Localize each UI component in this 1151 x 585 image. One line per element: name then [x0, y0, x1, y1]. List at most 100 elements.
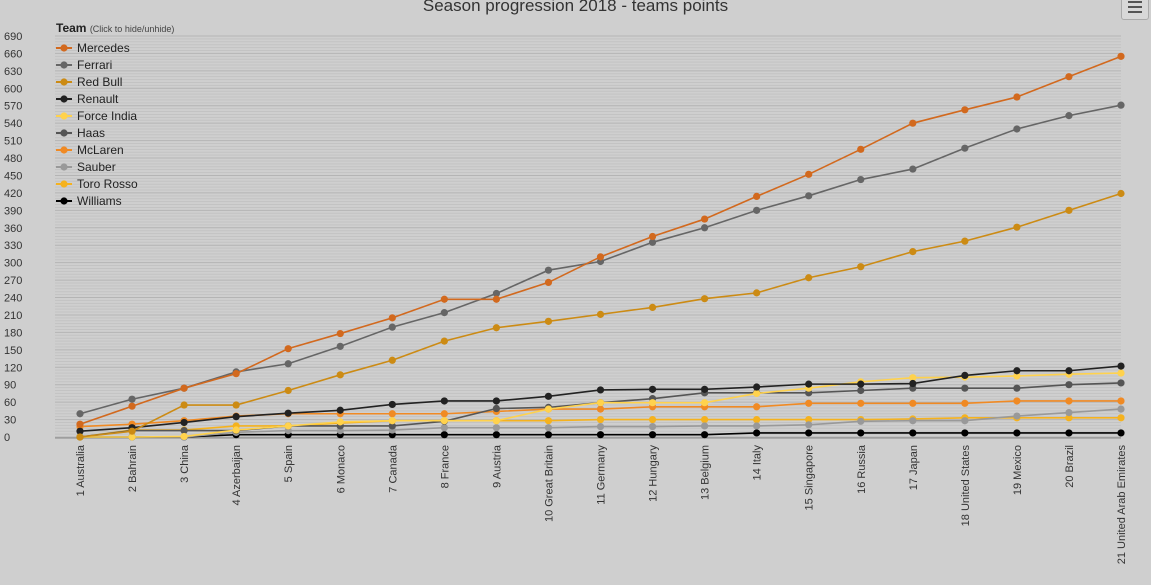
- data-point[interactable]: [440, 410, 448, 418]
- data-point[interactable]: [961, 384, 969, 392]
- data-point[interactable]: [805, 192, 813, 200]
- data-point[interactable]: [596, 386, 605, 394]
- data-point[interactable]: [857, 429, 865, 437]
- data-point[interactable]: [753, 429, 761, 437]
- data-point[interactable]: [1117, 397, 1125, 405]
- data-point[interactable]: [180, 432, 188, 441]
- data-point[interactable]: [961, 106, 969, 114]
- data-point[interactable]: [492, 417, 500, 425]
- data-point[interactable]: [440, 417, 448, 425]
- data-point[interactable]: [753, 422, 761, 430]
- data-point[interactable]: [544, 392, 553, 400]
- data-point[interactable]: [544, 431, 553, 439]
- data-point[interactable]: [1013, 223, 1021, 231]
- data-point[interactable]: [1013, 384, 1021, 392]
- data-point[interactable]: [596, 415, 605, 424]
- data-point[interactable]: [753, 403, 761, 411]
- data-point[interactable]: [544, 405, 553, 413]
- data-point[interactable]: [1013, 125, 1021, 133]
- data-point[interactable]: [753, 383, 761, 391]
- data-point[interactable]: [1065, 112, 1073, 120]
- data-point[interactable]: [180, 384, 188, 392]
- data-point[interactable]: [440, 295, 448, 303]
- data-point[interactable]: [857, 263, 865, 271]
- data-point[interactable]: [1065, 73, 1073, 81]
- data-point[interactable]: [753, 192, 761, 200]
- data-point[interactable]: [805, 415, 813, 424]
- data-point[interactable]: [1117, 405, 1125, 413]
- data-point[interactable]: [232, 370, 240, 378]
- data-point[interactable]: [284, 409, 292, 417]
- data-point[interactable]: [701, 295, 709, 303]
- data-point[interactable]: [909, 429, 917, 437]
- data-point[interactable]: [805, 274, 813, 282]
- data-point[interactable]: [648, 232, 657, 241]
- data-point[interactable]: [857, 399, 865, 407]
- data-point[interactable]: [440, 337, 448, 345]
- legend-item[interactable]: Haas: [56, 126, 105, 140]
- data-point[interactable]: [1013, 372, 1021, 380]
- data-point[interactable]: [961, 371, 969, 379]
- data-point[interactable]: [701, 399, 709, 407]
- data-point[interactable]: [1117, 101, 1125, 109]
- legend-item[interactable]: Renault: [56, 92, 119, 106]
- data-point[interactable]: [492, 424, 500, 432]
- data-point[interactable]: [701, 431, 709, 439]
- data-point[interactable]: [857, 175, 865, 184]
- data-point[interactable]: [232, 413, 240, 421]
- data-point[interactable]: [440, 309, 448, 317]
- data-point[interactable]: [701, 215, 709, 223]
- data-point[interactable]: [1117, 369, 1125, 377]
- data-point[interactable]: [336, 406, 344, 414]
- data-point[interactable]: [961, 399, 969, 407]
- data-point[interactable]: [232, 426, 240, 434]
- chart-menu-button[interactable]: [1121, 0, 1149, 20]
- data-point[interactable]: [805, 429, 813, 437]
- data-point[interactable]: [909, 379, 917, 388]
- data-point[interactable]: [128, 433, 136, 441]
- data-point[interactable]: [336, 329, 344, 338]
- data-point[interactable]: [492, 289, 500, 298]
- data-point[interactable]: [596, 431, 605, 439]
- data-point[interactable]: [544, 317, 553, 325]
- data-point[interactable]: [284, 345, 292, 353]
- data-point[interactable]: [388, 422, 396, 430]
- data-point[interactable]: [388, 410, 396, 418]
- data-point[interactable]: [1065, 367, 1073, 375]
- data-point[interactable]: [440, 431, 448, 439]
- data-point[interactable]: [128, 427, 136, 435]
- data-point[interactable]: [753, 389, 761, 398]
- data-point[interactable]: [388, 314, 396, 322]
- data-point[interactable]: [961, 429, 969, 437]
- data-point[interactable]: [76, 433, 84, 441]
- data-point[interactable]: [805, 170, 813, 178]
- data-point[interactable]: [1065, 408, 1073, 417]
- data-point[interactable]: [961, 237, 969, 245]
- data-point[interactable]: [180, 427, 188, 435]
- data-point[interactable]: [388, 356, 396, 364]
- data-point[interactable]: [1065, 397, 1073, 405]
- data-point[interactable]: [1013, 367, 1021, 375]
- legend-item[interactable]: Williams: [56, 194, 122, 208]
- data-point[interactable]: [701, 224, 709, 232]
- data-point[interactable]: [180, 418, 188, 427]
- data-point[interactable]: [336, 342, 344, 350]
- legend-item[interactable]: McLaren: [56, 143, 124, 157]
- data-point[interactable]: [1013, 429, 1021, 437]
- data-point[interactable]: [180, 401, 188, 409]
- data-point[interactable]: [76, 410, 84, 418]
- data-point[interactable]: [1117, 52, 1125, 60]
- legend-item[interactable]: Sauber: [56, 160, 116, 174]
- data-point[interactable]: [857, 417, 865, 425]
- data-point[interactable]: [1117, 414, 1125, 422]
- data-point[interactable]: [961, 144, 969, 152]
- data-point[interactable]: [388, 323, 396, 331]
- data-point[interactable]: [1065, 206, 1073, 214]
- data-point[interactable]: [492, 431, 500, 439]
- data-point[interactable]: [648, 422, 657, 431]
- data-point[interactable]: [648, 303, 657, 312]
- data-point[interactable]: [1117, 429, 1125, 437]
- data-point[interactable]: [388, 400, 396, 409]
- data-point[interactable]: [284, 386, 292, 395]
- data-point[interactable]: [961, 417, 969, 425]
